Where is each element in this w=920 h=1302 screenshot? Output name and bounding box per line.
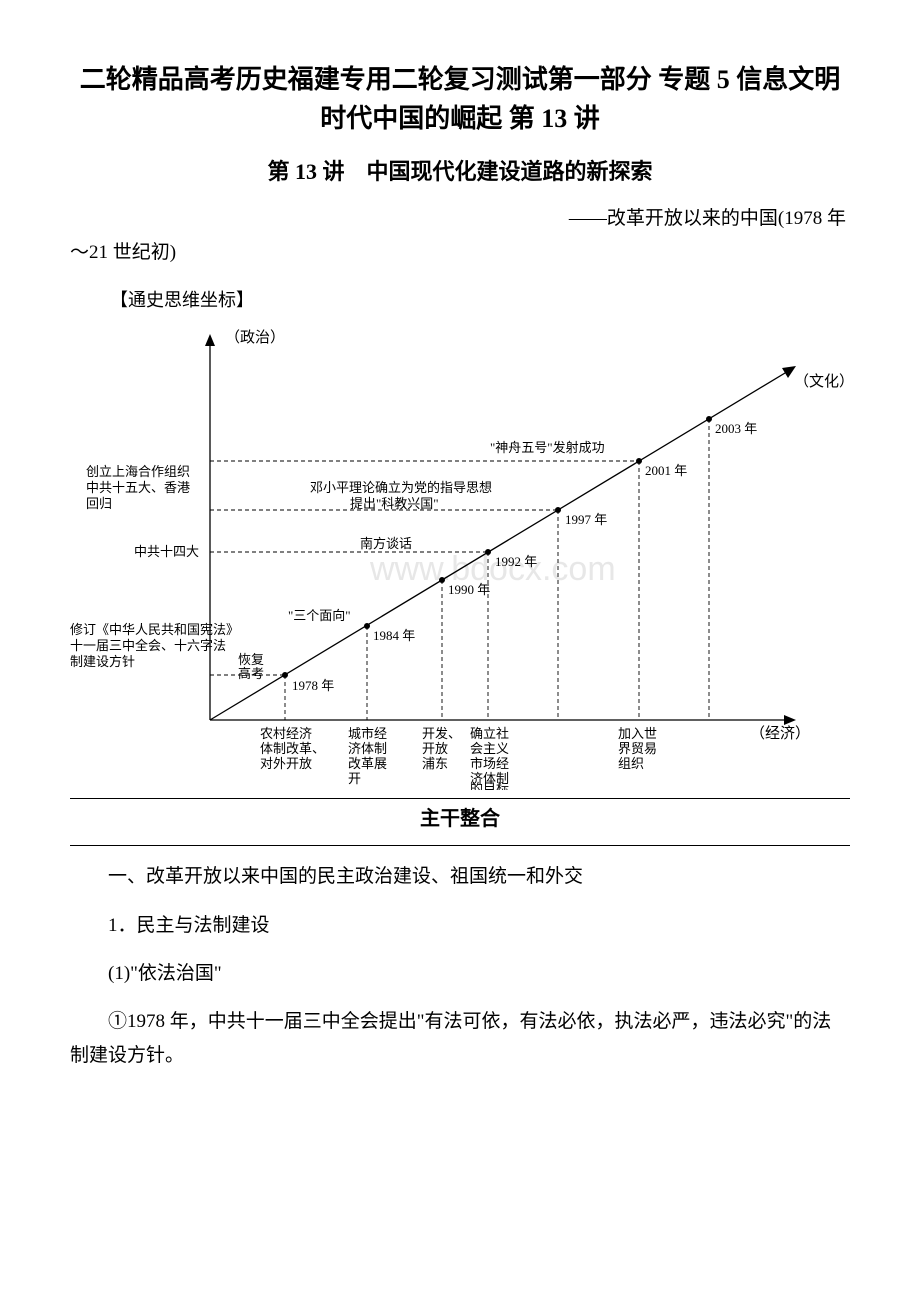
year-1978: 1978 年	[292, 678, 334, 693]
year-1984: 1984 年	[373, 628, 415, 643]
y-axis-label: （政治）	[225, 329, 285, 346]
evt-2003-top: "神舟五号"发射成功	[490, 440, 605, 455]
sub-desc-continued: ～21 世纪初)	[70, 236, 850, 270]
lecture-subtitle: 第 13 讲 中国现代化建设道路的新探索	[70, 152, 850, 192]
para-3: (1)"依法治国"	[70, 957, 850, 991]
para-4: ①1978 年，中共十一届三中全会提出"有法可依，有法必依，执法必严，违法必究"…	[70, 1005, 850, 1073]
x-evt-1990: 开发、 开放 浦东	[422, 726, 464, 771]
page-title: 二轮精品高考历史福建专用二轮复习测试第一部分 专题 5 信息文明时代中国的崛起 …	[70, 60, 850, 138]
y-evt-1978: 修订《中华人民共和国宪法》 十一届三中全会、十六字法 制建设方针	[70, 622, 242, 669]
watermark-text: www.bdocx.com	[369, 550, 616, 588]
timeline-chart: www.bdocx.com （政治） （经济） （文化） 1978 年 1984…	[70, 320, 850, 790]
evt-1978-top: 恢复 高考	[238, 652, 267, 681]
sub-desc-right: ——改革开放以来的中国(1978 年	[70, 202, 850, 236]
para-1: 一、改革开放以来中国的民主政治建设、祖国统一和外交	[70, 860, 850, 894]
y-evt-1992: 中共十四大	[134, 544, 199, 559]
coord-label: 【通史思维坐标】	[110, 284, 850, 316]
evt-1984-top: "三个面向"	[288, 608, 351, 623]
section-divider-top	[70, 798, 850, 799]
year-2003: 2003 年	[715, 421, 757, 436]
x-evt-2001: 加入世 界贸易 组织	[618, 726, 660, 771]
y-evt-1997: 创立上海合作组织 中共十五大、香港 回归	[86, 464, 193, 511]
year-1997: 1997 年	[565, 512, 607, 527]
evt-1992-top: 南方谈话	[360, 536, 412, 551]
x-evt-1992: 确立社 会主义 市场经 济体制 的目标	[470, 726, 512, 790]
year-1990: 1990 年	[448, 582, 490, 597]
year-2001: 2001 年	[645, 463, 687, 478]
x-evt-1978: 农村经济 体制改革、 对外开放	[260, 726, 328, 771]
year-1992: 1992 年	[495, 554, 537, 569]
x-evt-1984: 城市经 济体制 改革展 开	[348, 726, 390, 786]
section-title: 主干整合	[70, 801, 850, 837]
section-divider-bottom	[70, 845, 850, 846]
x-axis-label: （经济）	[750, 725, 810, 742]
para-2: 1．民主与法制建设	[70, 909, 850, 943]
evt-1997-top: 邓小平理论确立为党的指导思想 提出"科教兴国"	[310, 480, 495, 511]
diag-axis-label: （文化）	[794, 373, 850, 390]
